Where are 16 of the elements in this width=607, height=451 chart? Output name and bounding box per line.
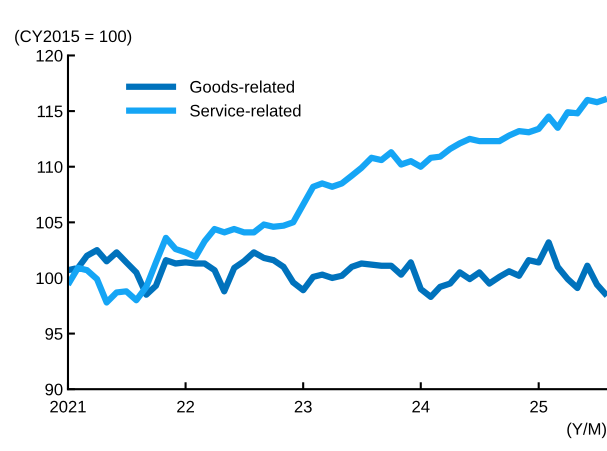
y-tick-label: 95: [45, 328, 62, 340]
y-tick-label: 120: [36, 50, 62, 62]
x-tick-label: 23: [294, 400, 312, 413]
x-tick-label: 24: [412, 400, 430, 412]
x-axis-title: (Y/M): [567, 422, 606, 438]
y-tick-label: 90: [45, 384, 62, 396]
legend-label: Goods-related: [190, 80, 294, 93]
x-tick-label: 25: [530, 400, 548, 413]
y-tick-label: 105: [36, 216, 62, 229]
x-tick-label: 22: [177, 400, 194, 412]
y-axis-title: (CY2015 = 100): [15, 30, 132, 46]
legend-label: Service-related: [190, 104, 300, 117]
y-tick-label: 110: [38, 161, 62, 173]
x-tick-label: 2021: [50, 400, 86, 413]
y-tick-label: 100: [36, 272, 62, 284]
y-tick-label: 115: [38, 106, 62, 118]
